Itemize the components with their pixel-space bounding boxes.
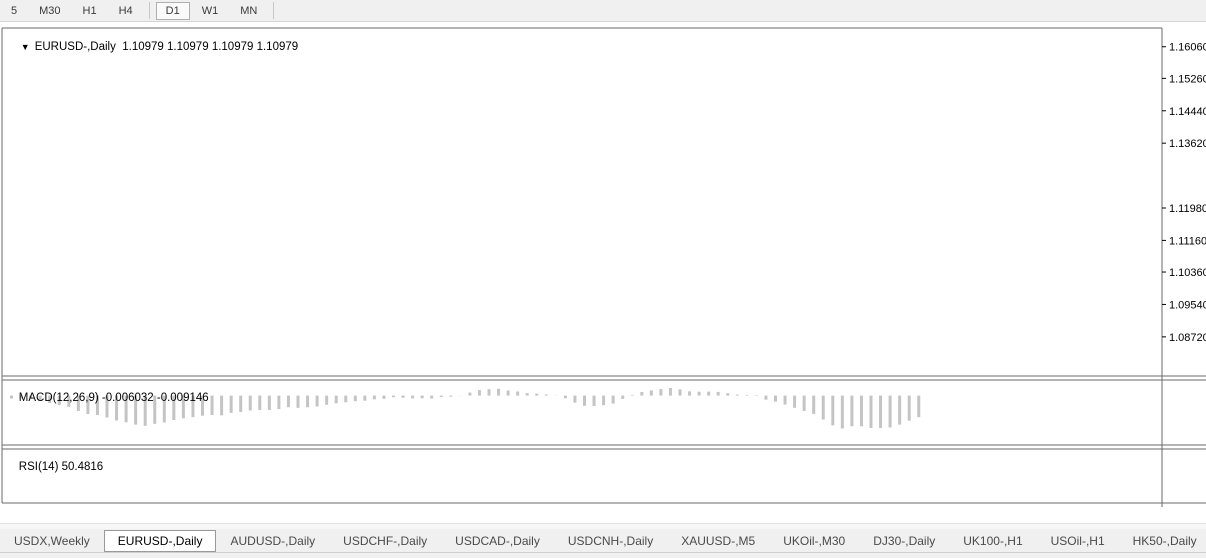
price-tick-label: 1.14440	[1169, 106, 1206, 118]
chart-title: ▼ EURUSD-,Daily 1.10979 1.10979 1.10979 1…	[8, 29, 298, 65]
tab-ukoil-m30[interactable]: UKOil-,M30	[783, 533, 846, 548]
price-tick-label: 1.13620	[1169, 138, 1206, 150]
tab-uk100-h1[interactable]: UK100-,H1	[963, 533, 1023, 548]
timeframe-button-h1[interactable]: H1	[82, 4, 97, 17]
macd-name: MACD(12,26,9)	[18, 392, 99, 404]
toolbar-separator	[273, 2, 275, 19]
chart-tab-bar: USDX,Weekly EURUSD-,Daily AUDUSD-,Daily USD…	[0, 529, 1206, 552]
price-tick-label: 1.15260	[1169, 73, 1206, 85]
chart-dropdown-icon[interactable]: ▼	[20, 42, 30, 52]
timeframe-button-m30[interactable]: M30	[39, 4, 61, 17]
tab-hk50-daily[interactable]: HK50-,Daily	[1132, 533, 1197, 548]
timeframe-button-d1[interactable]: D1	[155, 1, 190, 20]
timeframe-toolbar: 5 M30 H1 H4 D1 W1 MN	[0, 0, 1206, 22]
toolbar-separator	[148, 2, 150, 19]
chart-background	[0, 22, 1206, 523]
price-tick-label: 1.11160	[1169, 235, 1206, 247]
rsi-name: RSI(14)	[18, 461, 59, 473]
ohlc-close: 1.10979	[256, 41, 299, 53]
ohlc-open: 1.10979	[122, 41, 164, 53]
timeframe-button-5[interactable]: 5	[11, 4, 18, 17]
price-tick-label: 1.09540	[1169, 299, 1206, 311]
tab-xauusd-m5[interactable]: XAUUSD-,M5	[681, 533, 756, 548]
window-bottom-strip	[0, 552, 1206, 558]
macd-values: -0.006032 -0.009146	[101, 392, 209, 404]
ohlc-low: 1.10979	[211, 41, 254, 53]
tab-usoil-h1[interactable]: USOil-,H1	[1050, 533, 1105, 548]
timeframe-button-h4[interactable]: H4	[118, 4, 133, 17]
macd-indicator-label: MACD(12,26,9) -0.006032 -0.009146	[6, 380, 209, 416]
ohlc-high: 1.10979	[167, 41, 209, 53]
tab-usdx-weekly[interactable]: USDX,Weekly	[14, 533, 90, 548]
tab-usdcnh-daily[interactable]: USDCNH-,Daily	[567, 533, 654, 548]
tab-audusd-daily[interactable]: AUDUSD-,Daily	[230, 533, 316, 548]
tab-usdchf-daily[interactable]: USDCHF-,Daily	[343, 533, 428, 548]
chart-symbol-label: EURUSD-,Daily	[34, 41, 116, 53]
tab-eurusd-daily[interactable]: EURUSD-,Daily	[103, 529, 217, 552]
timeframe-button-w1[interactable]: W1	[201, 4, 219, 17]
timeframe-button-mn[interactable]: MN	[240, 4, 258, 17]
rsi-value: 50.4816	[61, 461, 104, 473]
rsi-indicator-label: RSI(14) 50.4816	[6, 449, 103, 485]
tab-usdcad-daily[interactable]: USDCAD-,Daily	[455, 533, 540, 548]
horizontal-scrollbar[interactable]	[0, 523, 1206, 530]
price-tick-label: 1.08720	[1169, 332, 1206, 344]
price-tick-label: 1.10360	[1169, 267, 1206, 279]
price-tick-label: 1.11980	[1169, 203, 1206, 215]
price-tick-label: 1.16060	[1169, 42, 1206, 54]
tab-dj30-daily[interactable]: DJ30-,Daily	[873, 533, 936, 548]
